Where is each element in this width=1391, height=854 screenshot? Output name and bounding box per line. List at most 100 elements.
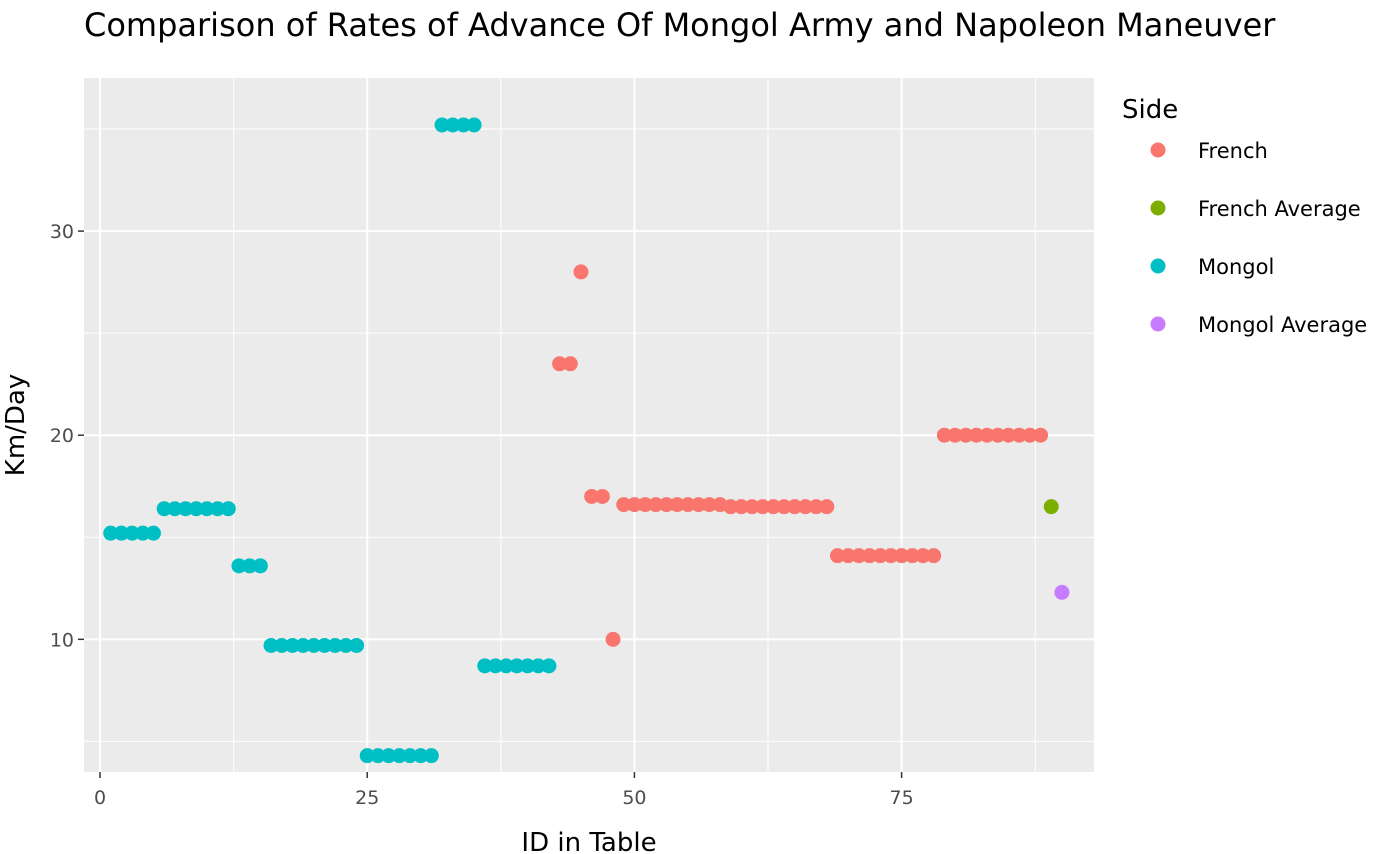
data-point <box>968 427 984 443</box>
y-tick-label: 30 <box>50 221 74 243</box>
data-point <box>552 356 568 372</box>
data-point <box>648 497 664 513</box>
data-point <box>926 548 942 564</box>
data-point <box>509 658 525 674</box>
data-point <box>787 499 803 515</box>
legend-label: Mongol Average <box>1198 313 1367 337</box>
data-point <box>381 748 397 764</box>
y-axis-title: Km/Day <box>1 374 31 476</box>
data-point <box>434 117 450 133</box>
legend-swatch <box>1150 142 1166 158</box>
data-point <box>135 525 151 541</box>
data-point <box>594 488 610 504</box>
legend-label: Mongol <box>1198 255 1274 279</box>
legend-item: French <box>1150 139 1268 163</box>
data-point <box>487 658 503 674</box>
data-point <box>530 658 546 674</box>
data-point <box>626 497 642 513</box>
data-point <box>306 637 322 653</box>
data-point <box>263 637 279 653</box>
data-point <box>1043 499 1059 515</box>
legend-swatch <box>1150 200 1166 216</box>
y-tick-label: 10 <box>50 629 74 651</box>
data-point <box>466 117 482 133</box>
data-point <box>616 497 632 513</box>
data-point <box>797 499 813 515</box>
data-point <box>584 488 600 504</box>
data-point <box>113 525 129 541</box>
data-point <box>349 637 365 653</box>
data-point <box>744 499 760 515</box>
data-point <box>402 748 418 764</box>
data-point <box>765 499 781 515</box>
legend: Side French French Average Mongol Mongol Av… <box>1122 95 1367 337</box>
data-point <box>829 548 845 564</box>
major-gridlines <box>84 78 1094 772</box>
axis-ticks <box>78 230 903 778</box>
data-point <box>872 548 888 564</box>
data-point <box>413 748 429 764</box>
x-tick-label: 50 <box>622 787 646 809</box>
data-point <box>936 427 952 443</box>
data-point <box>423 748 439 764</box>
data-point <box>359 748 375 764</box>
data-point <box>455 117 471 133</box>
data-point <box>851 548 867 564</box>
data-point <box>701 497 717 513</box>
data-point <box>776 499 792 515</box>
data-point <box>808 499 824 515</box>
data-point <box>295 637 311 653</box>
legend-label: French <box>1198 139 1268 163</box>
data-point <box>723 499 739 515</box>
data-point <box>274 637 290 653</box>
data-point <box>327 637 343 653</box>
data-point <box>637 497 653 513</box>
data-point <box>915 548 931 564</box>
data-point <box>178 501 194 517</box>
data-point <box>1000 427 1016 443</box>
data-point <box>188 501 204 517</box>
data-point <box>445 117 461 133</box>
y-tick-label: 20 <box>50 425 74 447</box>
x-axis-title: ID in Table <box>521 828 656 854</box>
data-point <box>220 501 236 517</box>
chart-title: Comparison of Rates of Advance Of Mongol… <box>84 6 1276 44</box>
data-point <box>990 427 1006 443</box>
data-point <box>284 637 300 653</box>
data-point <box>1054 584 1070 600</box>
data-point <box>124 525 140 541</box>
data-point <box>894 548 910 564</box>
data-point <box>145 525 161 541</box>
data-point <box>819 499 835 515</box>
data-point <box>958 427 974 443</box>
x-tick-label: 0 <box>94 787 106 809</box>
legend-item: French Average <box>1150 197 1361 221</box>
legend-item: Mongol Average <box>1150 313 1367 337</box>
data-point <box>498 658 514 674</box>
data-point <box>1033 427 1049 443</box>
data-point <box>370 748 386 764</box>
minor-gridlines <box>84 78 1094 772</box>
legend-swatch <box>1150 316 1166 332</box>
data-point <box>979 427 995 443</box>
data-point <box>904 548 920 564</box>
data-point <box>541 658 557 674</box>
legend-title: Side <box>1122 95 1178 125</box>
data-point <box>840 548 856 564</box>
legend-label: French Average <box>1198 197 1361 221</box>
data-point <box>1011 427 1027 443</box>
data-point <box>167 501 183 517</box>
x-tick-label: 75 <box>890 787 914 809</box>
data-point <box>391 748 407 764</box>
data-point <box>658 497 674 513</box>
data-point <box>242 558 258 574</box>
axis-tick-labels: 0 25 50 75 10 20 30 <box>50 221 914 809</box>
data-point <box>562 356 578 372</box>
data-point <box>691 497 707 513</box>
data-points <box>103 117 1070 764</box>
data-point <box>520 658 536 674</box>
data-point <box>755 499 771 515</box>
data-point <box>338 637 354 653</box>
data-point <box>573 264 589 280</box>
